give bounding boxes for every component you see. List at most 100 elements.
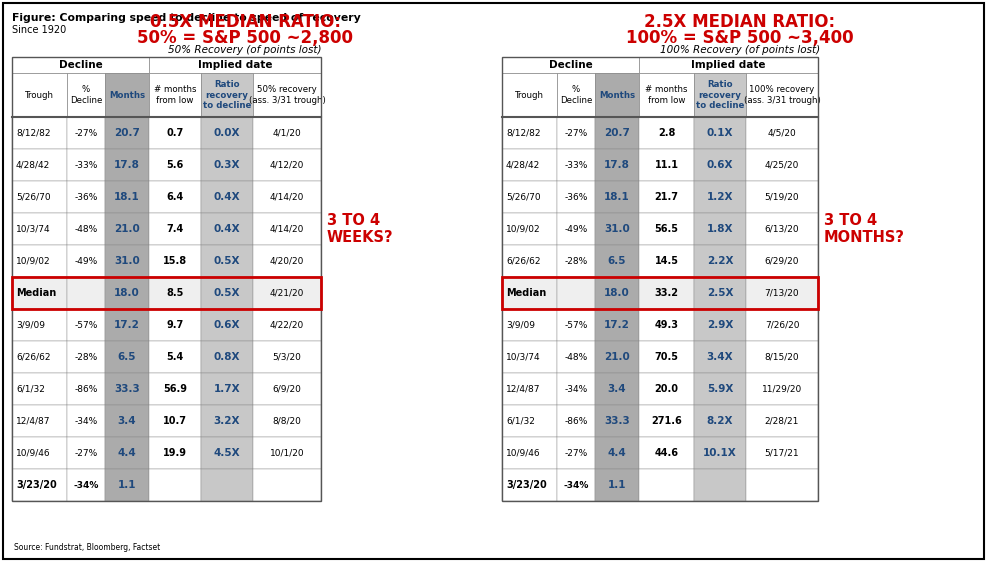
Text: 0.4X: 0.4X [214,224,240,234]
Text: Ratio
recovery
to decline: Ratio recovery to decline [695,80,743,110]
Bar [556,73,595,117]
Text: -34%: -34% [564,384,587,393]
Text: 3.4: 3.4 [117,416,136,426]
Text: Trough: Trough [25,90,54,99]
Text: 56.5: 56.5 [654,224,677,234]
Text: 4/1/20: 4/1/20 [272,129,301,138]
Bar [693,149,745,181]
Bar [105,213,149,245]
Text: 33.3: 33.3 [603,416,629,426]
Bar [693,309,745,341]
Bar [67,213,105,245]
Bar [252,405,320,437]
Text: 0.5X: 0.5X [214,256,240,266]
Bar [556,277,595,309]
Bar [67,469,105,501]
Bar [149,373,201,405]
Text: -34%: -34% [74,416,98,425]
Text: 7/26/20: 7/26/20 [764,320,799,329]
Bar [556,341,595,373]
Bar [693,73,745,117]
Text: Trough: Trough [515,90,543,99]
Bar [638,405,693,437]
Bar [638,245,693,277]
Text: 2/28/21: 2/28/21 [764,416,799,425]
Text: -57%: -57% [74,320,98,329]
Bar [502,181,556,213]
Bar [502,245,556,277]
Bar [745,437,817,469]
Bar [745,73,817,117]
Bar [638,469,693,501]
Bar [693,277,745,309]
Text: Implied date: Implied date [197,60,272,70]
Bar [201,373,252,405]
Bar [12,57,320,501]
Text: 12/4/87: 12/4/87 [506,384,540,393]
Bar [149,57,320,73]
Bar [252,181,320,213]
Text: 0.5X: 0.5X [214,288,240,298]
Text: 0.5X MEDIAN RATIO:: 0.5X MEDIAN RATIO: [149,13,340,31]
Bar [105,309,149,341]
Bar [502,373,556,405]
Bar [67,309,105,341]
Bar [502,57,638,73]
Bar [252,469,320,501]
Bar [745,277,817,309]
Bar [201,277,252,309]
Bar [149,73,201,117]
Bar [149,437,201,469]
Text: 50% Recovery (of points lost): 50% Recovery (of points lost) [168,45,321,55]
Text: 5/19/20: 5/19/20 [764,193,799,202]
Text: 6/29/20: 6/29/20 [764,256,799,265]
Bar [745,181,817,213]
Text: Figure: Comparing speed to decline to speed of recovery: Figure: Comparing speed to decline to sp… [12,13,361,23]
Text: 8/8/20: 8/8/20 [272,416,301,425]
Text: 44.6: 44.6 [654,448,677,458]
Text: 5.4: 5.4 [167,352,183,362]
Text: Months: Months [599,90,634,99]
Text: 10/9/02: 10/9/02 [506,224,540,233]
Text: 10/9/46: 10/9/46 [16,448,50,457]
Bar [693,469,745,501]
Text: -86%: -86% [74,384,98,393]
Bar [556,405,595,437]
Text: Implied date: Implied date [690,60,765,70]
Text: # months
from low: # months from low [645,85,687,105]
Text: 18.0: 18.0 [114,288,140,298]
Bar [201,309,252,341]
Bar [693,245,745,277]
Text: 20.7: 20.7 [603,128,629,138]
Bar [638,309,693,341]
Text: 11/29/20: 11/29/20 [761,384,802,393]
Text: 17.2: 17.2 [603,320,629,330]
Text: 0.7: 0.7 [167,128,183,138]
Text: 7/13/20: 7/13/20 [764,288,799,297]
Text: Since 1920: Since 1920 [12,25,66,35]
Bar [638,277,693,309]
Text: -27%: -27% [74,448,98,457]
Text: 1.8X: 1.8X [706,224,733,234]
Text: 0.1X: 0.1X [706,128,733,138]
Bar [67,245,105,277]
Bar [595,73,638,117]
Bar [12,57,320,501]
Bar [693,181,745,213]
Bar [638,181,693,213]
Text: 5/17/21: 5/17/21 [764,448,799,457]
Text: -86%: -86% [564,416,587,425]
Text: 3.2X: 3.2X [214,416,240,426]
Text: 6/9/20: 6/9/20 [272,384,301,393]
Bar [201,117,252,149]
Text: 15.8: 15.8 [163,256,187,266]
Text: 4/28/42: 4/28/42 [506,161,539,170]
Bar [556,469,595,501]
Bar [595,469,638,501]
Text: 8/12/82: 8/12/82 [506,129,540,138]
Text: -57%: -57% [564,320,587,329]
Text: -33%: -33% [564,161,587,170]
Text: 50% recovery
(ass. 3/31 trough): 50% recovery (ass. 3/31 trough) [248,85,325,105]
Bar [638,341,693,373]
Bar [201,213,252,245]
